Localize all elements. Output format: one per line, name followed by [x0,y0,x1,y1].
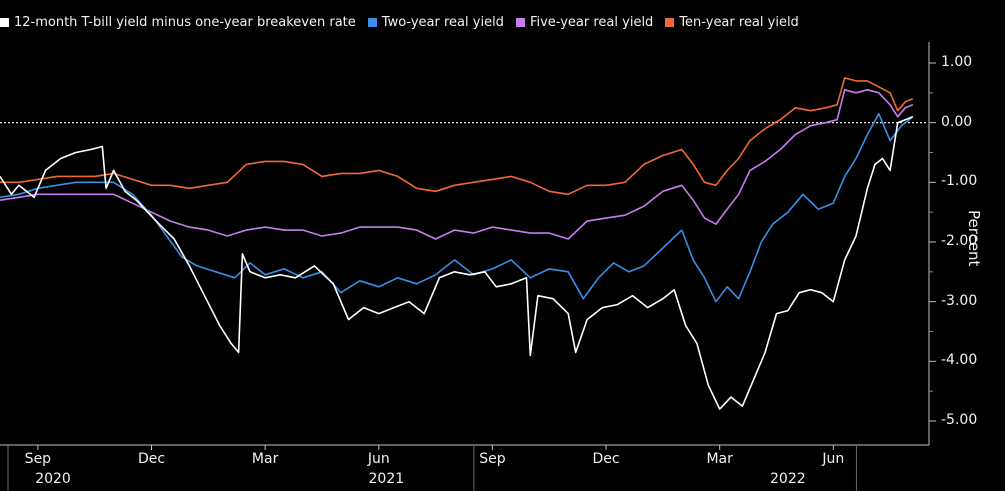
y-tick-label: -1.00 [941,173,978,190]
series-line-ten-year-real-yield [0,77,914,196]
legend-item: Two-year real yield [367,14,504,30]
series-line-12-month-t-bill-yield-minus-one-year-breakeven-rate [0,115,914,410]
y-tick-label: -3.00 [941,292,978,309]
x-tick-label: Sep [24,451,52,467]
legend-label: Ten-year real yield [679,14,799,30]
x-tick-label: Sep [479,451,506,467]
axis-group [0,42,936,491]
legend-swatch [0,17,9,27]
legend-swatch [367,17,377,27]
chart-legend: 12-month T-bill yield minus one-year bre… [0,12,811,32]
legend-label: Two-year real yield [381,14,504,30]
y-tick-label: 0.00 [941,113,973,130]
x-tick-label: Jun [367,451,390,467]
y-tick-label: 1.00 [941,54,973,70]
legend-swatch [515,17,525,27]
legend-label: 12-month T-bill yield minus one-year bre… [14,14,356,30]
x-tick-label: Mar [251,451,279,467]
series-lines-group [0,77,914,410]
legend-label: Five-year real yield [529,14,654,30]
x-year-label: 2021 [368,471,405,487]
legend-item: Five-year real yield [515,14,654,30]
x-year-label: 2022 [770,471,806,487]
x-year-label: 2020 [35,471,71,487]
legend-swatch [665,17,675,27]
x-tick-label: Dec [137,451,166,467]
x-tick-label: Dec [592,451,620,467]
y-tick-label: -4.00 [941,352,978,369]
y-tick-label: -5.00 [941,412,978,428]
series-line-five-year-real-yield [0,89,914,240]
y-axis-title: Percent [965,210,983,267]
y-tick-label: -2.00 [941,233,978,249]
legend-item: 12-month T-bill yield minus one-year bre… [0,15,356,30]
series-line-two-year-real-yield [0,112,914,303]
legend-item: Ten-year real yield [665,15,799,30]
x-tick-label: Mar [706,451,733,467]
x-tick-label: Jun [822,451,845,467]
